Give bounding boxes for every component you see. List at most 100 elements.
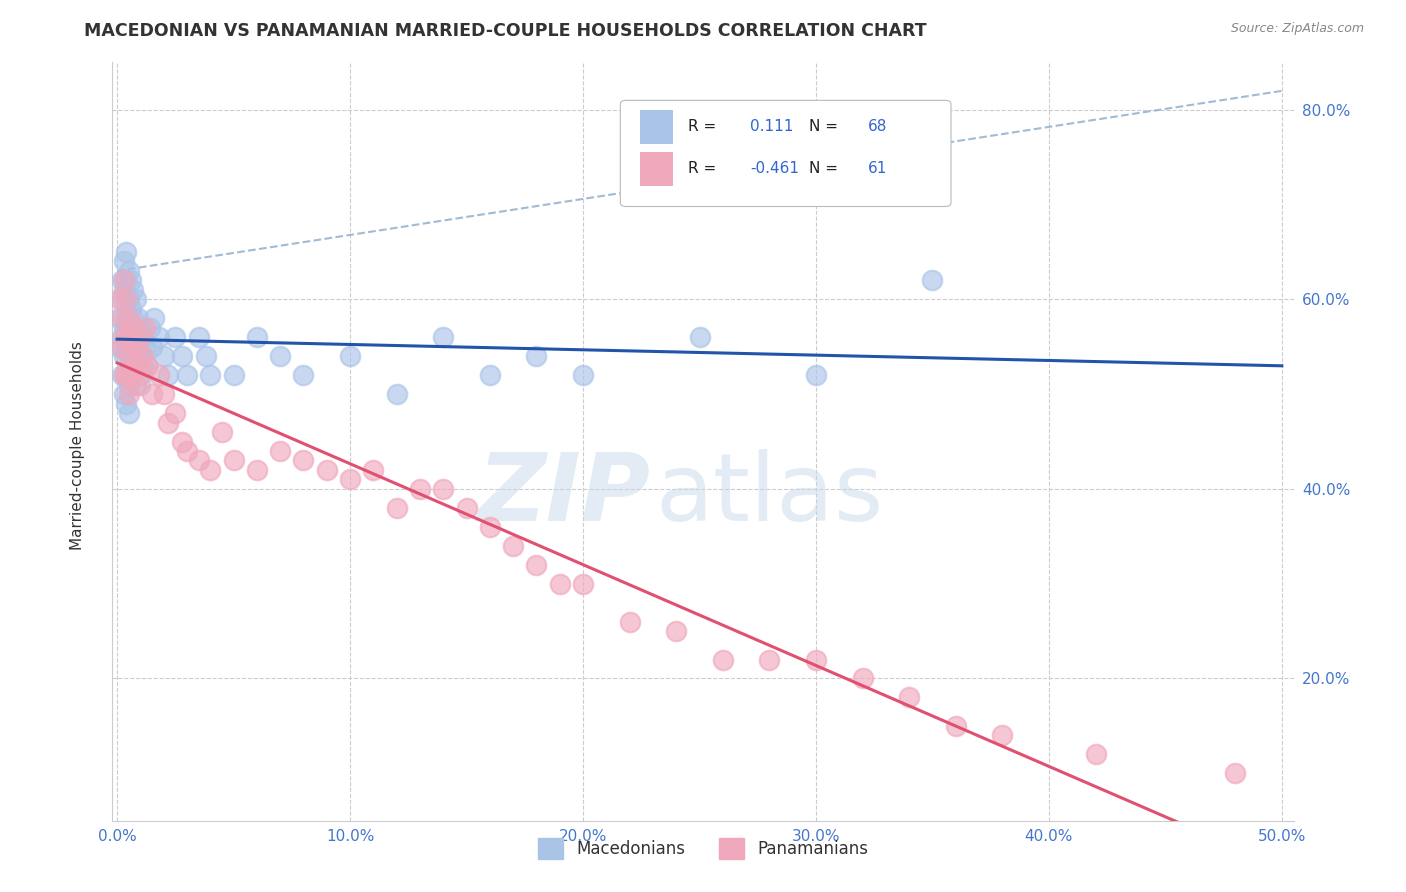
- Point: [689, 330, 711, 344]
- Point: [572, 576, 595, 591]
- Point: [432, 330, 454, 344]
- Point: [111, 368, 134, 383]
- Point: [111, 330, 134, 344]
- Point: [132, 349, 155, 363]
- Point: [118, 321, 141, 335]
- Point: [269, 444, 291, 458]
- Point: [526, 349, 548, 363]
- Point: [134, 340, 156, 354]
- Point: [122, 283, 145, 297]
- Point: [129, 349, 152, 363]
- Point: [111, 340, 134, 354]
- Point: [108, 340, 131, 354]
- Point: [572, 368, 595, 383]
- Text: R =: R =: [688, 120, 716, 135]
- Point: [115, 330, 138, 344]
- Point: [118, 406, 141, 420]
- Point: [118, 377, 141, 392]
- Point: [363, 463, 385, 477]
- Point: [758, 652, 780, 666]
- Point: [200, 368, 222, 383]
- Point: [125, 377, 148, 392]
- Point: [456, 500, 478, 515]
- Point: [111, 311, 134, 326]
- Point: [125, 340, 148, 354]
- Point: [122, 359, 145, 373]
- Text: Married-couple Households: Married-couple Households: [70, 342, 84, 550]
- Point: [118, 349, 141, 363]
- Point: [148, 330, 170, 344]
- Point: [129, 377, 152, 392]
- Point: [115, 293, 138, 307]
- Point: [385, 387, 408, 401]
- Point: [118, 293, 141, 307]
- Point: [851, 672, 873, 686]
- FancyBboxPatch shape: [620, 101, 950, 207]
- Point: [200, 463, 222, 477]
- Point: [132, 330, 155, 344]
- Point: [385, 500, 408, 515]
- Point: [478, 368, 501, 383]
- Point: [115, 368, 138, 383]
- Text: R =: R =: [688, 161, 716, 176]
- Point: [172, 349, 194, 363]
- Point: [115, 368, 138, 383]
- Point: [152, 349, 174, 363]
- Point: [108, 293, 131, 307]
- Point: [478, 520, 501, 534]
- Point: [1084, 747, 1107, 762]
- Point: [108, 311, 131, 326]
- Text: 61: 61: [869, 161, 887, 176]
- Point: [112, 368, 135, 383]
- Point: [120, 330, 142, 344]
- Point: [122, 368, 145, 383]
- Point: [111, 293, 134, 307]
- Point: [120, 273, 142, 287]
- Point: [122, 340, 145, 354]
- Point: [157, 368, 180, 383]
- Text: ZIP: ZIP: [477, 449, 650, 541]
- Text: 0.111: 0.111: [751, 120, 793, 135]
- Point: [120, 330, 142, 344]
- Point: [115, 340, 138, 354]
- Point: [165, 406, 187, 420]
- Point: [526, 558, 548, 572]
- Point: [211, 425, 233, 439]
- Point: [315, 463, 337, 477]
- Point: [619, 615, 641, 629]
- Point: [246, 463, 269, 477]
- Point: [991, 728, 1014, 742]
- Point: [129, 321, 152, 335]
- Point: [125, 349, 148, 363]
- Point: [129, 368, 152, 383]
- Text: N =: N =: [810, 161, 838, 176]
- Point: [129, 330, 152, 344]
- Point: [120, 301, 142, 316]
- Point: [115, 273, 138, 287]
- Point: [139, 321, 162, 335]
- Point: [172, 434, 194, 449]
- Text: Source: ZipAtlas.com: Source: ZipAtlas.com: [1230, 22, 1364, 36]
- Point: [136, 359, 159, 373]
- Point: [111, 273, 134, 287]
- Point: [118, 387, 141, 401]
- Text: atlas: atlas: [655, 449, 884, 541]
- Point: [125, 321, 148, 335]
- Text: MACEDONIAN VS PANAMANIAN MARRIED-COUPLE HOUSEHOLDS CORRELATION CHART: MACEDONIAN VS PANAMANIAN MARRIED-COUPLE …: [84, 22, 927, 40]
- Legend: Macedonians, Panamanians: Macedonians, Panamanians: [531, 831, 875, 865]
- Bar: [640, 152, 673, 186]
- Point: [176, 444, 198, 458]
- Point: [118, 311, 141, 326]
- Point: [148, 368, 170, 383]
- Point: [125, 293, 148, 307]
- Point: [194, 349, 217, 363]
- Point: [112, 330, 135, 344]
- Point: [222, 453, 245, 467]
- Point: [141, 387, 163, 401]
- Point: [115, 244, 138, 259]
- Point: [269, 349, 291, 363]
- Point: [157, 416, 180, 430]
- Point: [339, 349, 361, 363]
- Point: [132, 359, 155, 373]
- Point: [112, 254, 135, 268]
